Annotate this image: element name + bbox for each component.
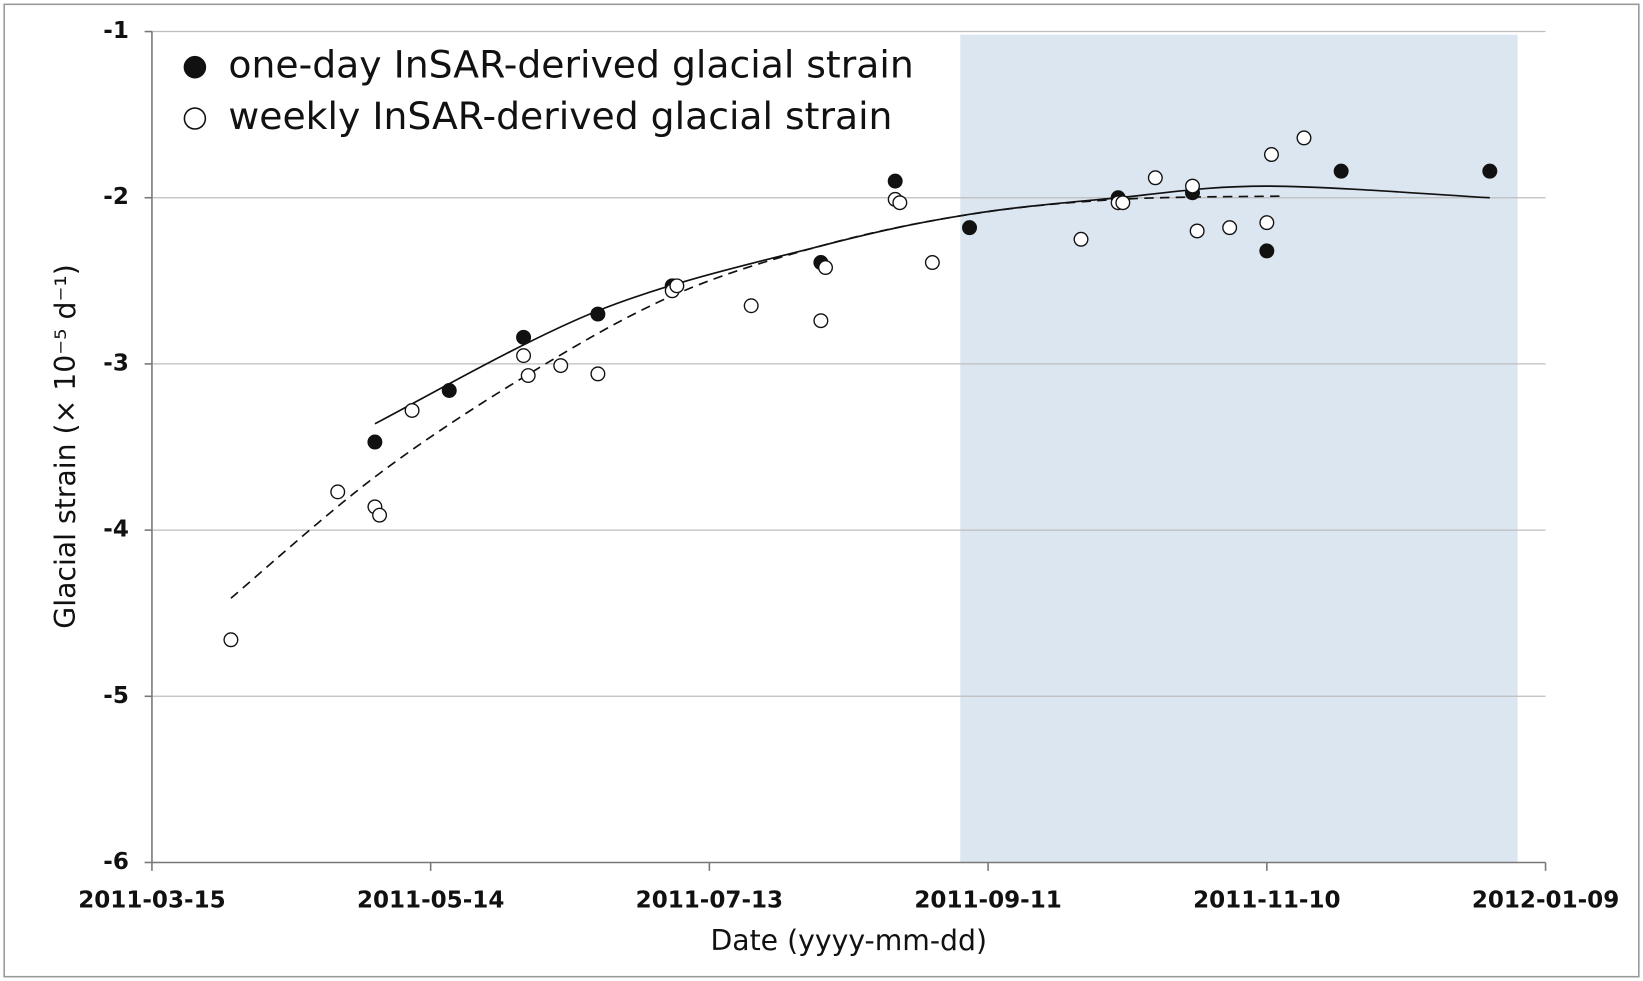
data-point	[1296, 130, 1312, 146]
data-point	[590, 366, 606, 382]
y-tick-label: -2	[103, 184, 129, 210]
x-tick-label: 2011-05-14	[357, 888, 504, 914]
data-point	[553, 358, 569, 374]
data-point	[590, 306, 606, 322]
data-point	[818, 260, 834, 276]
x-tick-label: 2012-01-09	[1472, 888, 1619, 914]
y-tick-label: -5	[103, 683, 129, 709]
y-tick-label: -3	[103, 350, 129, 376]
y-tick-label: -1	[103, 18, 129, 44]
x-tick-label: 2011-09-11	[914, 888, 1061, 914]
y-tick-label: -6	[103, 849, 129, 875]
y-tick-label: -4	[103, 517, 129, 543]
x-tick-label: 2011-03-15	[78, 888, 225, 914]
data-point	[1259, 243, 1275, 259]
data-point	[1115, 195, 1131, 211]
x-axis-label: Date (yyyy-mm-dd)	[710, 924, 987, 957]
data-point	[367, 434, 383, 450]
data-point	[330, 484, 346, 500]
data-point	[1333, 163, 1349, 179]
y-axis-label: Glacial strain (× 10⁻⁵ d⁻¹)	[49, 264, 82, 628]
data-point	[1222, 220, 1238, 236]
legend-label: weekly InSAR-derived glacial strain	[228, 94, 892, 138]
data-point	[1147, 170, 1163, 186]
data-point	[372, 507, 388, 523]
data-point	[404, 402, 420, 418]
shaded-region	[960, 34, 1518, 863]
data-point	[669, 278, 685, 294]
data-point	[743, 298, 759, 314]
data-point	[516, 329, 532, 345]
data-point	[223, 632, 239, 648]
data-point	[813, 313, 829, 329]
data-point	[1259, 215, 1275, 231]
data-point	[962, 220, 978, 236]
data-point	[441, 383, 457, 399]
trendline	[230, 195, 1286, 599]
data-point	[1189, 223, 1205, 239]
legend-label: one-day InSAR-derived glacial strain	[228, 43, 913, 87]
data-point	[1185, 178, 1200, 194]
legend-marker	[183, 55, 207, 79]
data-point	[520, 368, 536, 384]
data-point	[1263, 147, 1279, 163]
data-point	[887, 173, 903, 189]
data-point	[1073, 231, 1089, 247]
x-tick-label: 2011-07-13	[636, 888, 783, 914]
data-point	[924, 255, 940, 271]
data-point	[516, 348, 532, 364]
legend-marker	[183, 107, 207, 130]
data-point	[892, 195, 908, 211]
data-point	[1482, 163, 1498, 179]
x-tick-label: 2011-11-10	[1193, 888, 1340, 914]
